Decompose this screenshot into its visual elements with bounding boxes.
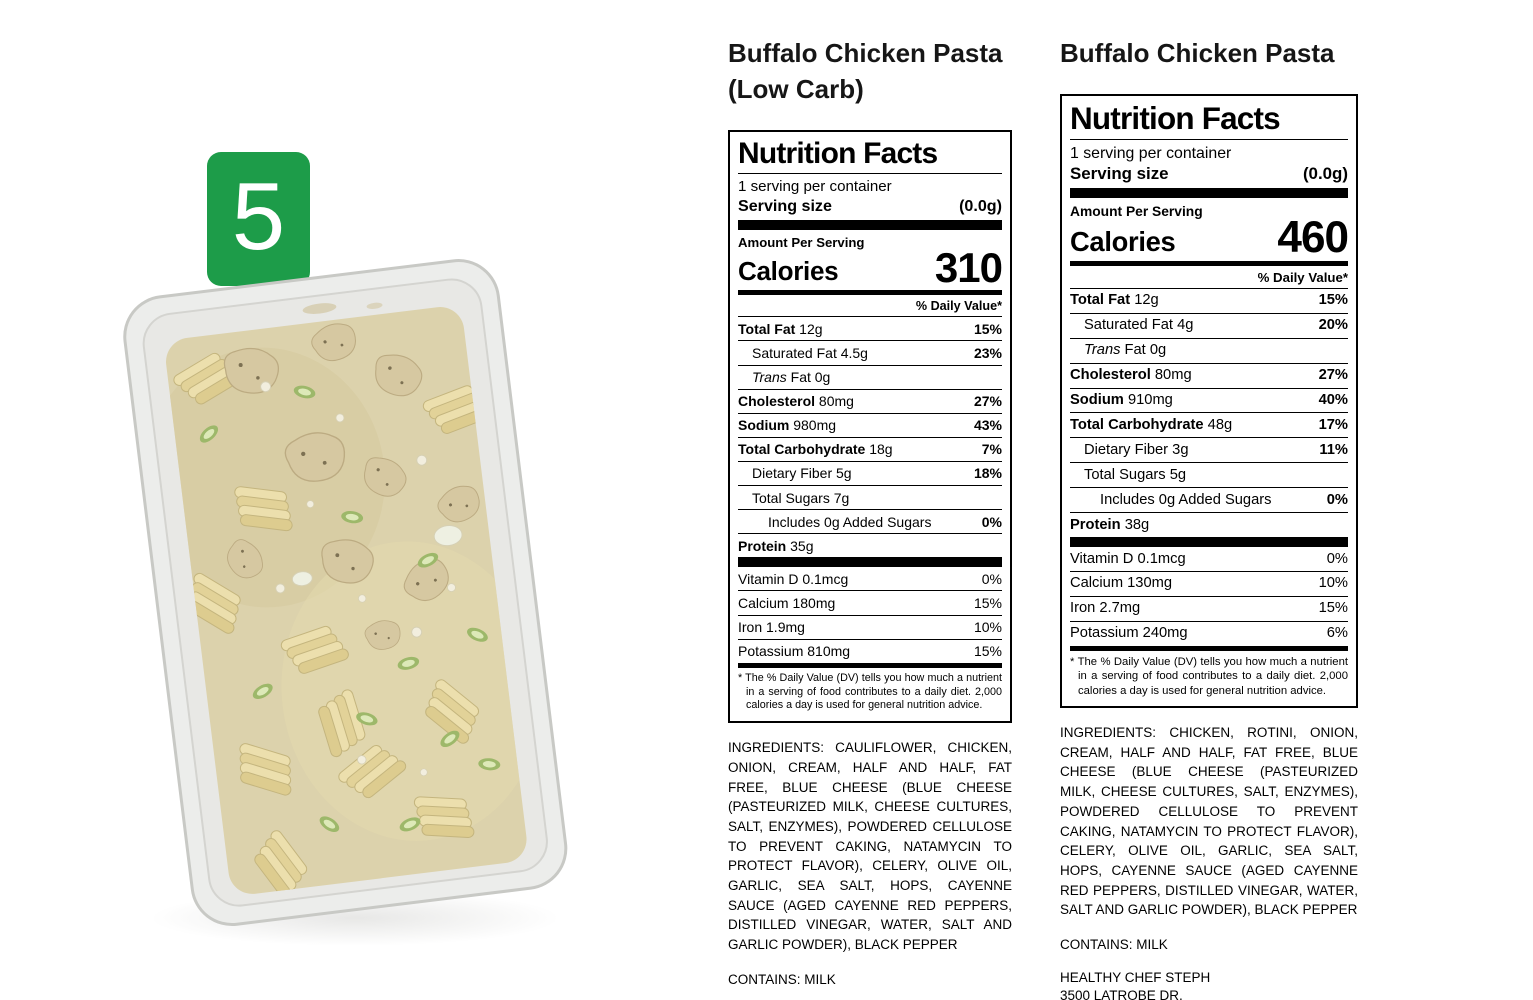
contains-text: CONTAINS: MILK — [1060, 937, 1168, 953]
micro-row-iron: Iron 2.7mg 15% — [1070, 595, 1348, 621]
nutrient-row-sodium: Sodium 980mg 43% — [738, 412, 1002, 437]
calories-row: Calories 310 — [738, 244, 1003, 292]
nutrient-row-total-sugars: Total Sugars 5g — [1070, 462, 1348, 487]
divider-thick — [1070, 537, 1348, 547]
amount-per-serving: Amount Per Serving — [738, 235, 865, 251]
calories-row: Calories 460 — [1070, 213, 1349, 263]
nutrient-row-cholesterol: Cholesterol 80mg 27% — [1070, 362, 1348, 388]
nutrition-facts-header: Nutrition Facts — [738, 137, 1002, 175]
nutrient-row-total-fat: Total Fat 12g 15% — [738, 316, 1002, 340]
nutrient-row-total-fat: Total Fat 12g 15% — [1070, 287, 1348, 313]
divider-thick — [1070, 188, 1348, 199]
ingredients-text: INGREDIENTS: CHICKEN, ROTINI, ONION, CRE… — [1060, 725, 1358, 918]
nutrient-row-protein: Protein 35g — [738, 533, 1002, 557]
servings-per-container: 1 serving per container — [1070, 145, 1232, 163]
nutrient-row-added-sugars: Includes 0g Added Sugars 0% — [1070, 487, 1348, 512]
meal-photo — [123, 259, 568, 946]
nutrient-row-total-sugars: Total Sugars 7g — [738, 485, 1002, 509]
meal-count-badge: 5 — [207, 152, 310, 286]
meal-title-regular: Buffalo Chicken Pasta — [1060, 38, 1335, 68]
nutrient-row-saturated-fat: Saturated Fat 4.5g 23% — [738, 340, 1002, 364]
nutrition-facts-panel-regular: Nutrition Facts 1 serving per container … — [1060, 93, 1358, 709]
address-line-2: 3500 LATROBE DR, — [1060, 988, 1183, 1000]
meal-title-low-carb: Buffalo Chicken Pasta (Low Carb) — [728, 38, 1003, 104]
serving-size-label: Serving size — [738, 197, 832, 216]
micro-row-iron: Iron 1.9mg 10% — [738, 614, 1002, 639]
nutrient-row-total-carbohydrate: Total Carbohydrate 48g 17% — [1070, 412, 1348, 437]
divider-medium — [738, 662, 1002, 668]
nutrient-row-added-sugars: Includes 0g Added Sugars 0% — [738, 509, 1002, 533]
nutrient-row-trans-fat: Trans Fat 0g — [738, 364, 1002, 389]
meal-food — [163, 316, 530, 897]
servings-per-container: 1 serving per container — [738, 178, 892, 196]
divider-thick — [738, 220, 1002, 231]
micro-row-calcium: Calcium 130mg 10% — [1070, 570, 1348, 596]
micro-row-vitamin-d: Vitamin D 0.1mcg 0% — [1070, 550, 1348, 567]
nutrition-facts-panel-low-carb: Nutrition Facts 1 serving per container … — [728, 129, 1012, 724]
meal-count-number: 5 — [231, 163, 286, 270]
meal-tray — [123, 259, 568, 927]
ingredients-text: INGREDIENTS: CAULIFLOWER, CHICKEN, ONION… — [728, 740, 1012, 953]
nutrient-row-dietary-fiber: Dietary Fiber 3g 11% — [1070, 437, 1348, 462]
serving-size-label: Serving size — [1070, 164, 1169, 184]
serving-size-value: (0.0g) — [1302, 164, 1348, 184]
micro-row-potassium: Potassium 810mg 15% — [738, 638, 1002, 663]
calories-value: 460 — [1277, 213, 1349, 263]
calories-label: Calories — [738, 256, 839, 287]
nutrition-facts-header: Nutrition Facts — [1070, 101, 1348, 141]
address: HEALTHY CHEF STEPH 3500 LATROBE DR, CHAR… — [1060, 969, 1358, 1000]
nutrient-row-protein: Protein 38g — [1070, 512, 1348, 537]
nutrient-row-trans-fat: Trans Fat 0g — [1070, 337, 1348, 363]
divider-medium — [1070, 260, 1348, 266]
divider-thick — [738, 557, 1002, 568]
micro-row-vitamin-d: Vitamin D 0.1mcg 0% — [738, 570, 1002, 587]
label-low-carb: Buffalo Chicken Pasta (Low Carb) Nutriti… — [728, 36, 1012, 1000]
label-regular: Buffalo Chicken Pasta Nutrition Facts 1 … — [1060, 36, 1358, 1000]
calories-label: Calories — [1070, 225, 1176, 257]
contains-text: CONTAINS: MILK — [728, 971, 836, 987]
address-line-1: HEALTHY CHEF STEPH — [1060, 970, 1211, 986]
daily-value-footnote: * The % Daily Value (DV) tells you how m… — [1070, 655, 1348, 697]
micro-row-calcium: Calcium 180mg 15% — [738, 590, 1002, 614]
nutrient-row-saturated-fat: Saturated Fat 4g 20% — [1070, 312, 1348, 338]
micro-row-potassium: Potassium 240mg 6% — [1070, 620, 1348, 646]
serving-size-row: Serving size (0.0g) — [738, 196, 1002, 220]
daily-value-header: % Daily Value* — [915, 299, 1002, 314]
calories-value: 310 — [934, 244, 1003, 292]
nutrient-row-total-carbohydrate: Total Carbohydrate 18g 7% — [738, 436, 1002, 461]
nutrient-row-cholesterol: Cholesterol 80mg 27% — [738, 388, 1002, 413]
divider-medium — [738, 290, 1002, 296]
divider-medium — [1070, 645, 1348, 651]
serving-size-value: (0.0g) — [959, 197, 1002, 216]
daily-value-footnote: * The % Daily Value (DV) tells you how m… — [738, 671, 1002, 712]
nutrient-row-dietary-fiber: Dietary Fiber 5g 18% — [738, 460, 1002, 485]
nutrient-row-sodium: Sodium 910mg 40% — [1070, 387, 1348, 413]
amount-per-serving: Amount Per Serving — [1070, 203, 1203, 220]
daily-value-header: % Daily Value* — [1257, 269, 1348, 285]
serving-size-row: Serving size (0.0g) — [1070, 163, 1348, 188]
